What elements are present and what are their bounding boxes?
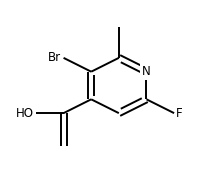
Text: HO: HO bbox=[16, 107, 34, 120]
Text: N: N bbox=[142, 65, 151, 78]
Text: F: F bbox=[176, 107, 183, 120]
Text: Br: Br bbox=[48, 51, 61, 64]
